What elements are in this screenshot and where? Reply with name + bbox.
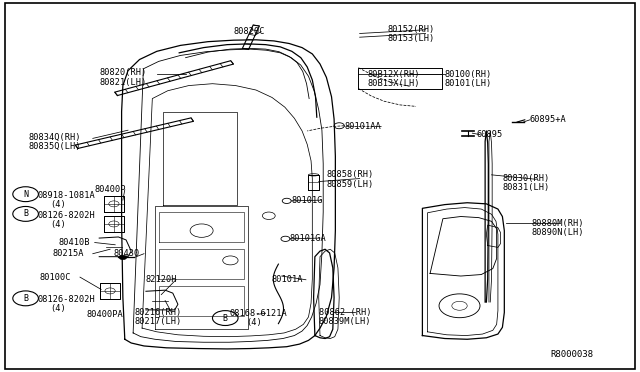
- Text: 80831(LH): 80831(LH): [502, 183, 550, 192]
- Text: 80101A: 80101A: [272, 275, 303, 284]
- Text: 80830(RH): 80830(RH): [502, 174, 550, 183]
- Text: 80858(RH): 80858(RH): [326, 170, 374, 179]
- Text: 80216(RH): 80216(RH): [134, 308, 182, 317]
- Text: 08918-1081A: 08918-1081A: [37, 191, 95, 200]
- Text: 80821(LH): 80821(LH): [99, 78, 147, 87]
- Text: 60895: 60895: [477, 130, 503, 139]
- Text: B: B: [223, 314, 228, 323]
- Text: 80820C: 80820C: [234, 27, 265, 36]
- Text: 80B12X(RH): 80B12X(RH): [368, 70, 420, 79]
- Circle shape: [119, 255, 127, 260]
- Text: 80215A: 80215A: [52, 249, 84, 258]
- Text: 80100(RH): 80100(RH): [445, 70, 492, 79]
- Text: 80400PA: 80400PA: [86, 310, 123, 319]
- Text: 80834Q(RH): 80834Q(RH): [29, 133, 81, 142]
- Text: 60895+A: 60895+A: [530, 115, 566, 124]
- Text: 80859(LH): 80859(LH): [326, 180, 374, 189]
- Text: 80862 (RH): 80862 (RH): [319, 308, 371, 317]
- Text: 80839M(LH): 80839M(LH): [319, 317, 371, 326]
- Text: 08126-8202H: 08126-8202H: [37, 211, 95, 219]
- Text: 80430: 80430: [114, 249, 140, 258]
- Text: 80880M(RH): 80880M(RH): [531, 219, 584, 228]
- Text: 80101GA: 80101GA: [289, 234, 326, 243]
- Text: (4): (4): [50, 220, 66, 229]
- Text: N: N: [23, 190, 28, 199]
- Text: 80101AA: 80101AA: [344, 122, 381, 131]
- Text: (4): (4): [50, 200, 66, 209]
- Text: (4): (4): [50, 304, 66, 313]
- Text: 80101G: 80101G: [291, 196, 323, 205]
- Text: 80152(RH): 80152(RH): [387, 25, 435, 33]
- Text: 80400P: 80400P: [95, 185, 126, 194]
- Text: B: B: [23, 209, 28, 218]
- Text: R8000038: R8000038: [550, 350, 593, 359]
- Text: 80410B: 80410B: [59, 238, 90, 247]
- Text: 82120H: 82120H: [146, 275, 177, 284]
- Text: 80B13X(LH): 80B13X(LH): [368, 79, 420, 88]
- Text: 80835Q(LH): 80835Q(LH): [29, 142, 81, 151]
- Text: 80100C: 80100C: [40, 273, 71, 282]
- Text: 80820(RH): 80820(RH): [99, 68, 147, 77]
- Text: 80890N(LH): 80890N(LH): [531, 228, 584, 237]
- Text: 80153(LH): 80153(LH): [387, 34, 435, 43]
- Text: 08168-6121A: 08168-6121A: [229, 309, 287, 318]
- Text: (4): (4): [246, 318, 262, 327]
- Text: B: B: [23, 294, 28, 303]
- Text: 08126-8202H: 08126-8202H: [37, 295, 95, 304]
- Text: 80217(LH): 80217(LH): [134, 317, 182, 326]
- Text: 80101(LH): 80101(LH): [445, 79, 492, 88]
- FancyBboxPatch shape: [5, 3, 635, 369]
